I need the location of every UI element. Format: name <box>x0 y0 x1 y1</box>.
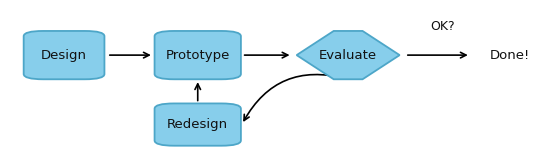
Text: Redesign: Redesign <box>167 118 228 131</box>
FancyBboxPatch shape <box>155 31 241 79</box>
FancyBboxPatch shape <box>24 31 105 79</box>
Text: Prototype: Prototype <box>165 49 230 62</box>
Text: OK?: OK? <box>431 20 455 33</box>
FancyBboxPatch shape <box>155 103 241 146</box>
Polygon shape <box>296 31 400 79</box>
Text: Done!: Done! <box>490 49 530 62</box>
Text: Evaluate: Evaluate <box>319 49 377 62</box>
Text: Design: Design <box>41 49 87 62</box>
